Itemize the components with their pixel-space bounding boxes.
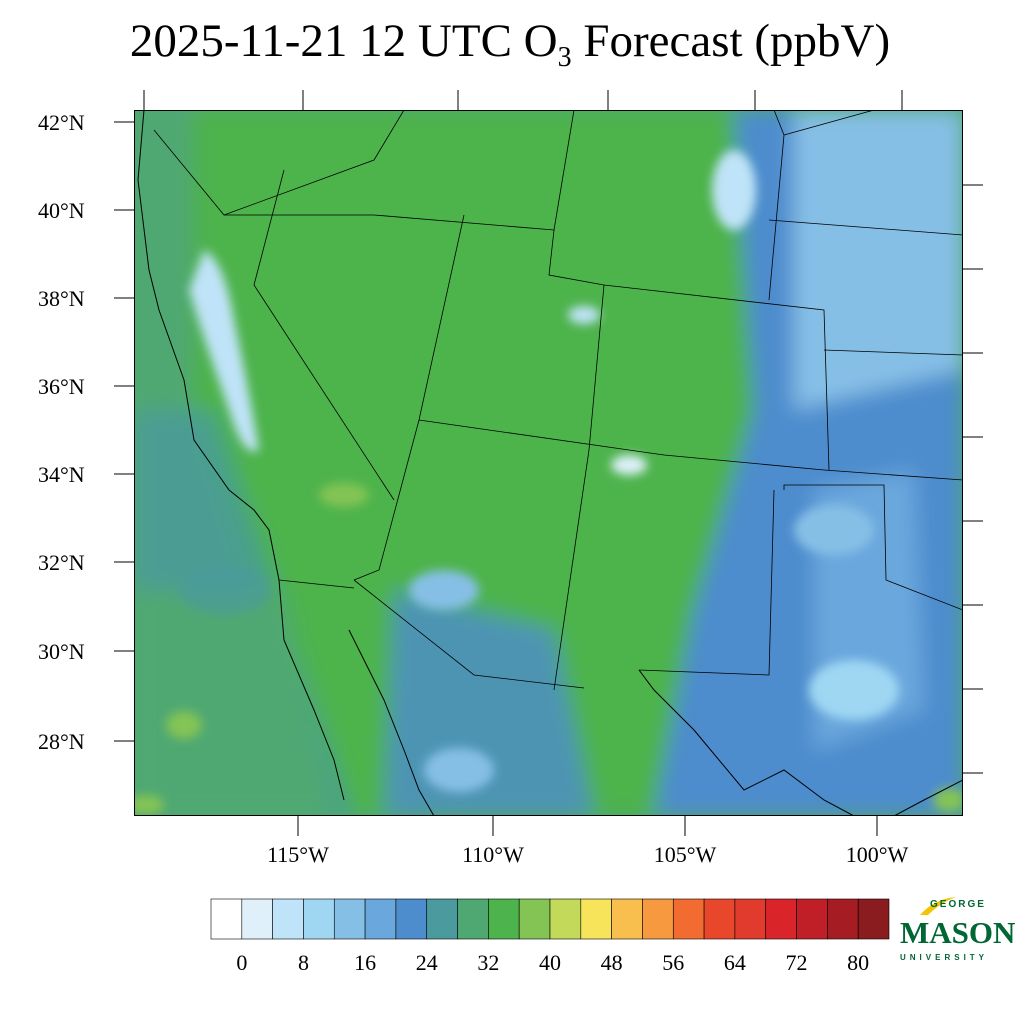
lon-label: 110°W bbox=[462, 842, 524, 867]
map-border bbox=[134, 110, 963, 816]
colorbar-tick-label: 72 bbox=[785, 950, 808, 975]
colorbar-swatch bbox=[518, 898, 551, 940]
colorbar-swatch bbox=[364, 898, 397, 940]
colorbar-tick-label: 40 bbox=[539, 950, 561, 975]
lat-label: 36°N bbox=[38, 374, 85, 399]
colorbar-tick-label: 80 bbox=[847, 950, 870, 975]
colorbar-swatch bbox=[642, 898, 674, 940]
colorbar-tick-label: 48 bbox=[600, 950, 623, 975]
lat-label: 38°N bbox=[38, 286, 85, 311]
colorbar-swatch bbox=[426, 898, 458, 940]
colorbar-tick-label: 56 bbox=[662, 950, 685, 975]
colorbar-swatch bbox=[549, 898, 582, 940]
colorbar-swatch bbox=[333, 898, 366, 940]
colorbar-tick-label: 0 bbox=[236, 950, 248, 975]
ozone-field-detail bbox=[134, 150, 963, 815]
colorbar-tick-label: 32 bbox=[477, 950, 500, 975]
colorbar-swatch bbox=[827, 898, 859, 940]
coastline bbox=[137, 110, 963, 816]
lat-label: 34°N bbox=[38, 462, 85, 487]
lon-label: 100°W bbox=[845, 842, 909, 867]
lat-label: 42°N bbox=[38, 110, 85, 135]
logo-mason: MASON bbox=[900, 915, 1016, 950]
lat-label: 30°N bbox=[38, 639, 85, 664]
colorbar-swatch bbox=[703, 898, 736, 940]
colorbar-tick-label: 24 bbox=[415, 950, 438, 975]
ozone-field-shading bbox=[134, 110, 963, 816]
colorbar-swatch bbox=[272, 898, 304, 940]
colorbar-swatch bbox=[395, 898, 428, 940]
colorbar-tick-label: 64 bbox=[723, 950, 746, 975]
lon-label: 115°W bbox=[267, 842, 329, 867]
colorbar-swatch bbox=[303, 898, 335, 940]
colorbar-swatch bbox=[857, 898, 890, 940]
lat-label: 32°N bbox=[38, 550, 85, 575]
logo-george: GEORGE bbox=[930, 899, 986, 910]
colorbar-swatch bbox=[611, 898, 643, 940]
logo-swoosh-icon bbox=[920, 897, 956, 915]
colorbar-swatch bbox=[241, 898, 273, 940]
colorbar-swatch bbox=[672, 898, 705, 940]
logo-university: UNIVERSITY bbox=[900, 953, 989, 962]
colorbar bbox=[210, 898, 890, 940]
lon-label: 105°W bbox=[653, 842, 717, 867]
title-subscript: 3 bbox=[557, 42, 572, 73]
lat-label: 28°N bbox=[38, 729, 85, 754]
title-suffix: Forecast (ppbV) bbox=[571, 15, 891, 67]
state-boundaries bbox=[153, 110, 963, 691]
colorbar-swatch bbox=[457, 898, 489, 940]
colorbar-swatch bbox=[765, 898, 797, 940]
colorbar-tick-label: 8 bbox=[297, 950, 309, 975]
title-prefix: 2025-11-21 12 UTC O bbox=[129, 15, 558, 67]
map-title: 2025-11-21 12 UTC O3 Forecast (ppbV) bbox=[0, 14, 1024, 74]
colorbar-swatch bbox=[796, 898, 828, 940]
george-mason-logo: GEORGE MASON UNIVERSITY bbox=[898, 895, 1015, 965]
colorbar-tick-label: 16 bbox=[354, 950, 377, 975]
colorbar-swatch bbox=[488, 898, 520, 940]
lat-label: 40°N bbox=[38, 198, 85, 223]
colorbar-swatch bbox=[580, 898, 612, 940]
colorbar-swatch bbox=[734, 898, 767, 940]
colorbar-swatch bbox=[210, 898, 243, 940]
ozone-forecast-map bbox=[134, 110, 963, 816]
